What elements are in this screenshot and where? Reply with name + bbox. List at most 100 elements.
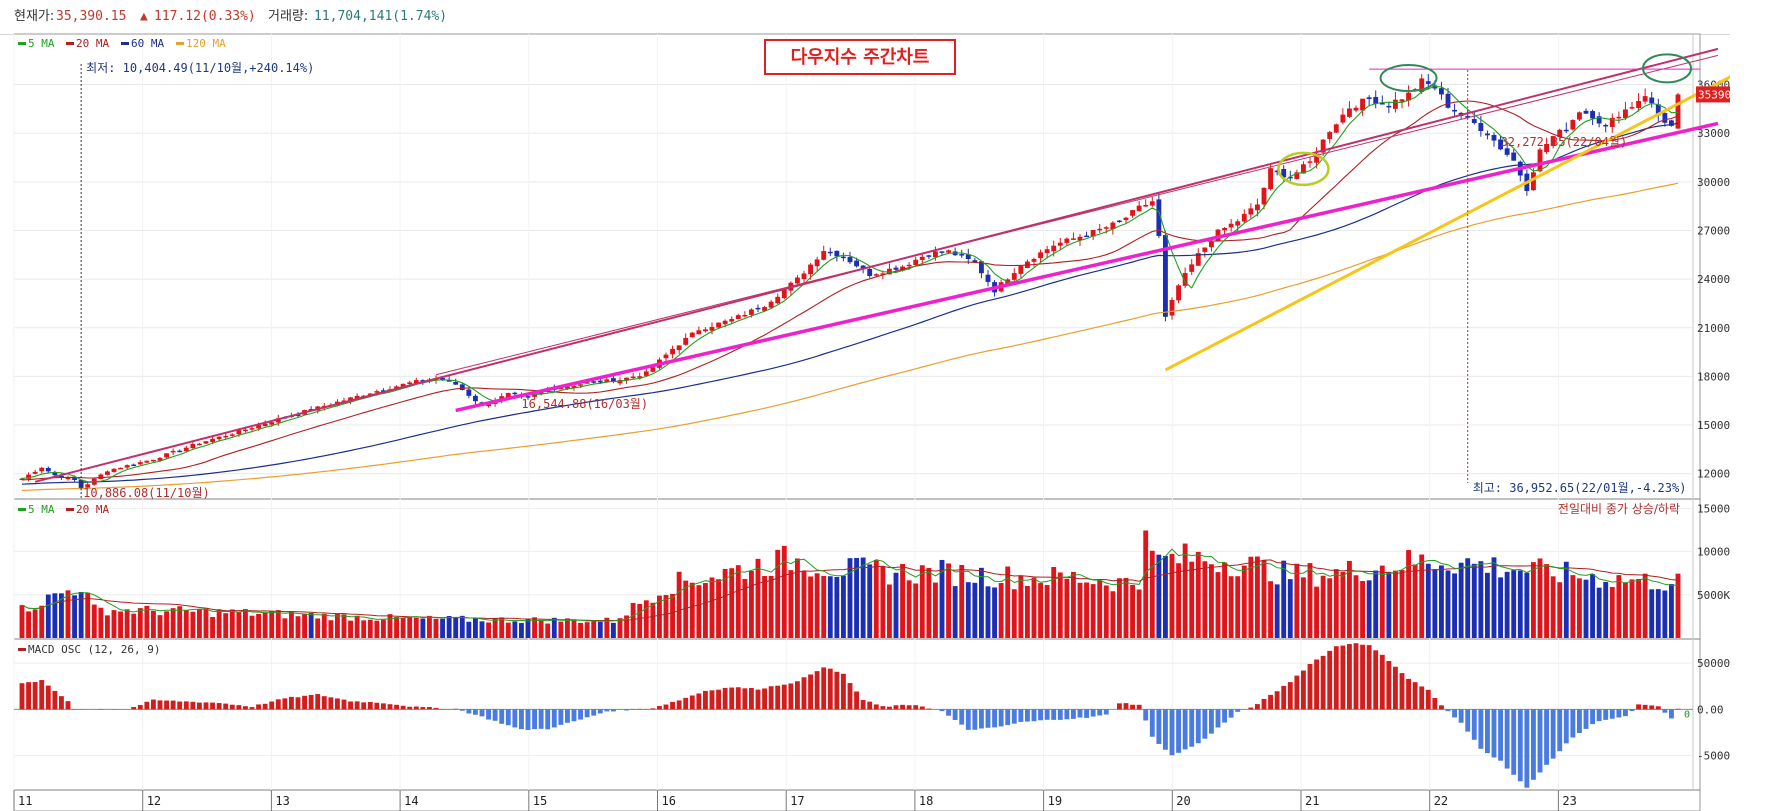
volume-bar — [525, 619, 531, 638]
candle-body — [1491, 135, 1497, 141]
volume-bar — [545, 623, 551, 638]
candle-body — [558, 387, 564, 390]
breakout-circle — [1277, 151, 1330, 187]
macd-bar — [1379, 654, 1385, 710]
volume-bar — [499, 617, 505, 638]
macd-bar — [1261, 698, 1267, 710]
macd-bar — [1511, 709, 1517, 775]
volume-legend-swatch — [66, 508, 74, 511]
covid-low-trendline — [1164, 75, 1730, 372]
last-price-tag-box — [1696, 86, 1730, 103]
macd-bar — [1143, 709, 1149, 721]
volume-bar — [341, 614, 347, 638]
volume-bar — [72, 595, 78, 638]
candle-body — [1195, 253, 1201, 266]
candle-body — [847, 257, 853, 263]
candle-body — [1044, 249, 1050, 254]
volume-bar — [834, 577, 840, 638]
candle-body — [729, 318, 735, 322]
volume-bar — [532, 617, 538, 638]
candle-body — [564, 386, 570, 389]
macd-bar — [716, 689, 722, 710]
candle-body — [873, 274, 879, 276]
volume-bar — [978, 567, 984, 638]
candle-body — [137, 462, 143, 465]
candle-body — [1537, 149, 1543, 172]
macd-bar — [400, 705, 406, 710]
macd-bar — [1399, 673, 1405, 710]
macd-bar — [886, 706, 892, 710]
volume-bar — [735, 565, 741, 638]
macd-bar — [1550, 709, 1556, 759]
volume-bar — [768, 575, 774, 638]
volume-bar — [302, 613, 308, 638]
candle-body — [111, 468, 117, 473]
candle-body — [407, 382, 413, 384]
macd-bar — [959, 709, 965, 725]
macd-bar — [1116, 703, 1122, 710]
candle-body — [900, 266, 906, 271]
candle-body — [643, 371, 649, 376]
volume-bar — [1202, 561, 1208, 638]
candle-body — [1327, 132, 1333, 139]
volume-bar — [492, 618, 498, 638]
macd-bar — [663, 704, 669, 710]
volume-bar — [860, 557, 866, 638]
candle-body — [854, 260, 860, 267]
candle-body — [1406, 92, 1412, 101]
macd-bar — [696, 693, 702, 710]
volume-bar — [1379, 565, 1385, 638]
price-tick-label: 18000 — [1697, 370, 1730, 383]
candle-body — [1268, 168, 1274, 190]
candle-body — [190, 443, 196, 449]
candle-body — [775, 296, 781, 304]
volume-bar — [1333, 569, 1339, 638]
macd-bar — [459, 709, 465, 711]
macd-bar — [288, 696, 294, 710]
candle-body — [118, 467, 124, 470]
annotation-low-2011: 10,886.08(11/10월) — [83, 486, 210, 500]
volume-bar — [709, 577, 715, 638]
volume-bar — [262, 612, 268, 638]
macd-bar — [1064, 709, 1070, 720]
volume-bar — [229, 609, 235, 638]
macd-bar — [1570, 709, 1576, 738]
volume-bar — [177, 606, 183, 638]
macd-bar — [1537, 709, 1543, 773]
annotation-all-time-low: 최저: 10,404.49(11/10월,+240.14%) — [86, 61, 314, 75]
candle-body — [164, 453, 170, 458]
legend-entry: 20 MA — [76, 37, 109, 50]
volume-bar — [124, 609, 130, 638]
volume-bar — [334, 613, 340, 638]
volume-bar — [249, 615, 255, 638]
macd-bar — [794, 681, 800, 710]
candle-body — [295, 414, 301, 416]
candle-body — [893, 267, 899, 270]
candle-body — [1478, 123, 1484, 132]
macd-bar — [374, 702, 380, 710]
volume-bar — [591, 620, 597, 638]
volume-bar — [118, 611, 124, 638]
volume-label: 거래량: — [268, 9, 309, 24]
volume-bar — [512, 621, 518, 638]
candle-body — [624, 377, 630, 381]
volume-bar — [1195, 551, 1201, 638]
volume-bar — [196, 609, 202, 638]
volume-bar — [1340, 571, 1346, 638]
macd-bar — [1202, 709, 1208, 739]
volume-bar — [913, 583, 919, 638]
macd-bar — [453, 708, 459, 710]
macd-bar — [1392, 666, 1398, 710]
macd-bar — [821, 667, 827, 710]
macd-bar — [748, 687, 754, 710]
volume-bar — [794, 558, 800, 638]
candle-body — [223, 435, 229, 438]
volume-bar — [959, 564, 965, 638]
macd-bar — [900, 704, 906, 710]
macd-bar — [670, 701, 676, 710]
macd-legend-swatch — [18, 648, 26, 651]
macd-bar — [1484, 709, 1490, 754]
candle-body — [834, 250, 840, 257]
candle-body — [348, 397, 354, 402]
macd-bar — [1005, 709, 1011, 726]
